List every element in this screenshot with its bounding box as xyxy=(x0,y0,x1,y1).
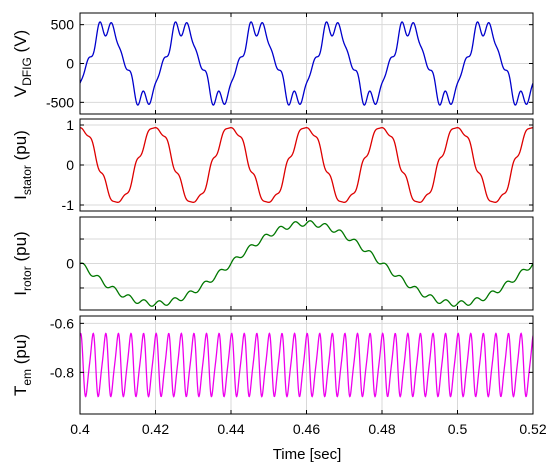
x-tick-label: 0.4 xyxy=(70,421,90,437)
y-tick-label: -1 xyxy=(62,197,75,213)
y-axis-label: Istator (pu) xyxy=(11,130,34,200)
panel-4: -0.6 -0.8 Tem (pu) 0.4 0.42 0.44 0.46 0.48 0.5 0.… xyxy=(11,315,547,437)
x-tick-label: 0.42 xyxy=(142,421,169,437)
x-tick-label: 0.48 xyxy=(368,421,395,437)
y-tick-label: -0.8 xyxy=(50,364,74,380)
y-tick-label: 0 xyxy=(66,256,74,272)
y-tick-label: -0.6 xyxy=(50,315,74,331)
series-line xyxy=(80,220,533,307)
y-tick-label: 0 xyxy=(66,157,74,173)
y-tick-label: 0 xyxy=(66,56,74,72)
y-tick-label: 500 xyxy=(51,17,75,33)
y-axis-label: Irotor (pu) xyxy=(11,231,34,295)
y-tick-label: 1 xyxy=(66,117,74,133)
x-tick-label: 0.46 xyxy=(293,421,320,437)
panel-3: 0 Irotor (pu) xyxy=(11,216,534,311)
x-axis-label: Time [sec] xyxy=(273,446,342,463)
x-tick-label: 0.5 xyxy=(448,421,468,437)
x-tick-label: 0.44 xyxy=(217,421,244,437)
x-tick-label: 0.52 xyxy=(519,421,546,437)
y-axis-label: VDFIG (V) xyxy=(11,30,34,97)
y-tick-label: -500 xyxy=(46,94,74,110)
panel-1: 500 0 -500 VDFIG (V) xyxy=(11,12,534,115)
y-axis-label: Tem (pu) xyxy=(11,334,34,396)
series-line xyxy=(80,21,533,106)
series-line xyxy=(80,127,533,203)
panel-2: 1 0 -1 Istator (pu) xyxy=(11,117,534,213)
series-line xyxy=(80,332,533,398)
